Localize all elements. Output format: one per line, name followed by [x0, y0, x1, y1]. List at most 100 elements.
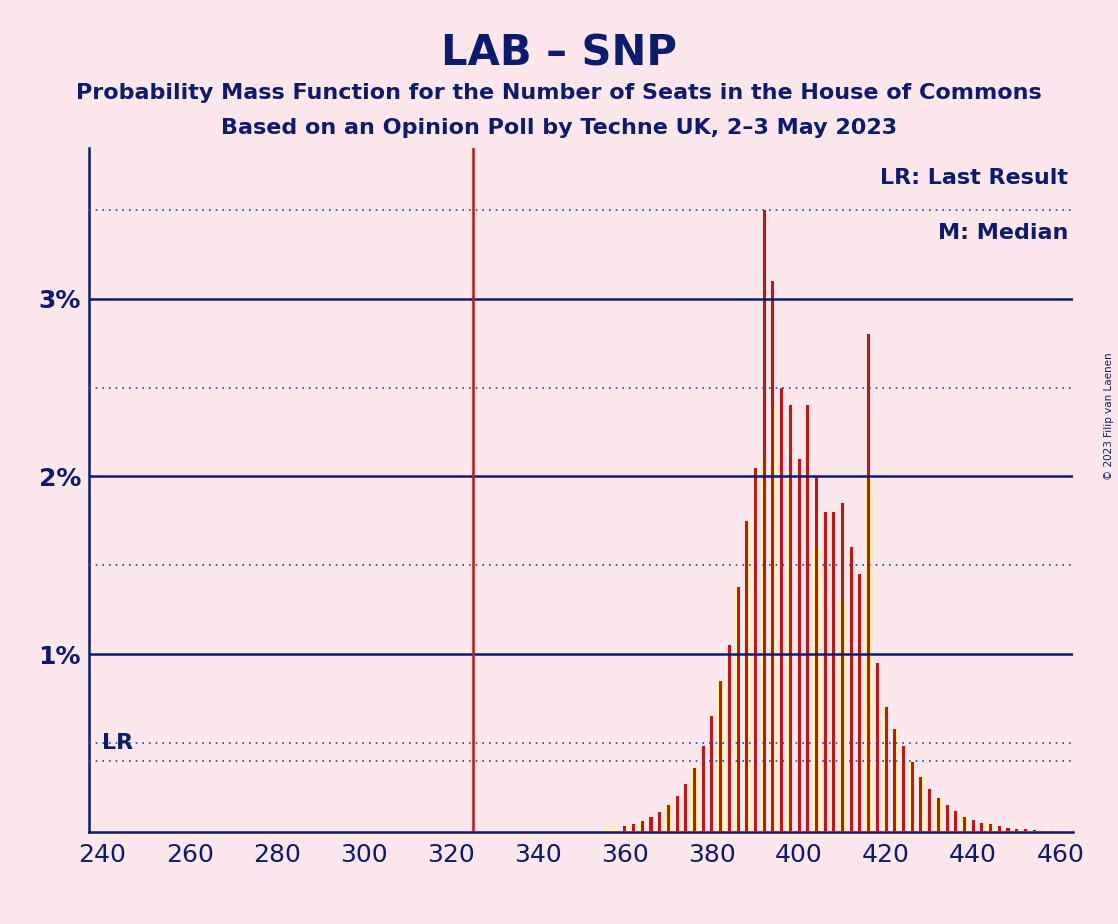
- Bar: [919, 776, 922, 832]
- Bar: [675, 796, 680, 832]
- Bar: [823, 574, 827, 832]
- Bar: [1032, 830, 1036, 832]
- Bar: [824, 512, 826, 832]
- Bar: [875, 663, 879, 832]
- Text: LR: LR: [103, 734, 134, 753]
- Bar: [736, 587, 740, 832]
- Bar: [605, 828, 609, 832]
- Bar: [858, 654, 862, 832]
- Bar: [893, 729, 897, 832]
- Bar: [692, 768, 697, 832]
- Bar: [719, 681, 723, 832]
- Bar: [866, 477, 871, 832]
- Bar: [1033, 830, 1035, 832]
- Text: LAB – SNP: LAB – SNP: [440, 32, 678, 74]
- Bar: [737, 587, 740, 832]
- Bar: [623, 826, 627, 832]
- Bar: [624, 826, 626, 832]
- Bar: [719, 681, 722, 832]
- Bar: [641, 821, 644, 832]
- Text: © 2023 Filip van Laenen: © 2023 Filip van Laenen: [1105, 352, 1114, 480]
- Bar: [746, 521, 748, 832]
- Bar: [841, 503, 844, 832]
- Bar: [1006, 828, 1011, 832]
- Bar: [806, 406, 809, 832]
- Bar: [1023, 830, 1027, 832]
- Bar: [841, 601, 845, 832]
- Bar: [955, 811, 957, 832]
- Text: M: Median: M: Median: [938, 223, 1069, 243]
- Bar: [710, 716, 713, 832]
- Bar: [1015, 829, 1018, 832]
- Bar: [657, 812, 662, 832]
- Text: LR: Last Result: LR: Last Result: [880, 168, 1069, 188]
- Bar: [970, 821, 975, 832]
- Bar: [902, 747, 906, 832]
- Bar: [963, 817, 967, 832]
- Bar: [684, 784, 688, 832]
- Bar: [911, 762, 913, 832]
- Bar: [849, 547, 853, 832]
- Bar: [901, 747, 906, 832]
- Bar: [762, 210, 766, 832]
- Bar: [614, 827, 618, 832]
- Bar: [1041, 831, 1044, 832]
- Bar: [884, 707, 888, 832]
- Bar: [989, 824, 992, 832]
- Bar: [892, 729, 897, 832]
- Bar: [650, 818, 653, 832]
- Bar: [946, 805, 948, 832]
- Bar: [910, 762, 915, 832]
- Bar: [945, 805, 949, 832]
- Bar: [954, 811, 958, 832]
- Bar: [875, 663, 880, 832]
- Bar: [884, 707, 889, 832]
- Bar: [979, 822, 984, 832]
- Bar: [710, 716, 714, 832]
- Bar: [632, 823, 636, 832]
- Bar: [666, 805, 671, 832]
- Text: Based on an Opinion Poll by Techne UK, 2–3 May 2023: Based on an Opinion Poll by Techne UK, 2…: [221, 118, 897, 139]
- Bar: [702, 747, 704, 832]
- Bar: [701, 747, 705, 832]
- Bar: [997, 826, 1001, 832]
- Bar: [648, 818, 653, 832]
- Bar: [988, 824, 993, 832]
- Bar: [780, 387, 783, 832]
- Bar: [771, 281, 775, 832]
- Bar: [745, 521, 749, 832]
- Bar: [963, 817, 966, 832]
- Bar: [788, 477, 793, 832]
- Bar: [815, 477, 818, 832]
- Bar: [754, 468, 757, 832]
- Bar: [936, 797, 940, 832]
- Bar: [868, 334, 870, 832]
- Bar: [859, 574, 862, 832]
- Bar: [937, 797, 940, 832]
- Bar: [814, 547, 818, 832]
- Bar: [928, 789, 931, 832]
- Bar: [693, 768, 697, 832]
- Bar: [659, 812, 661, 832]
- Bar: [928, 789, 931, 832]
- Bar: [727, 645, 731, 832]
- Bar: [789, 406, 792, 832]
- Bar: [850, 547, 853, 832]
- Text: Probability Mass Function for the Number of Seats in the House of Commons: Probability Mass Function for the Number…: [76, 83, 1042, 103]
- Bar: [675, 796, 679, 832]
- Bar: [919, 776, 923, 832]
- Bar: [667, 805, 670, 832]
- Bar: [997, 826, 1002, 832]
- Bar: [797, 458, 802, 832]
- Bar: [684, 784, 688, 832]
- Bar: [1041, 831, 1045, 832]
- Bar: [1006, 828, 1010, 832]
- Bar: [641, 821, 644, 832]
- Bar: [770, 406, 775, 832]
- Bar: [762, 458, 766, 832]
- Bar: [779, 387, 784, 832]
- Bar: [1014, 829, 1018, 832]
- Bar: [980, 822, 984, 832]
- Bar: [972, 821, 975, 832]
- Bar: [1024, 830, 1027, 832]
